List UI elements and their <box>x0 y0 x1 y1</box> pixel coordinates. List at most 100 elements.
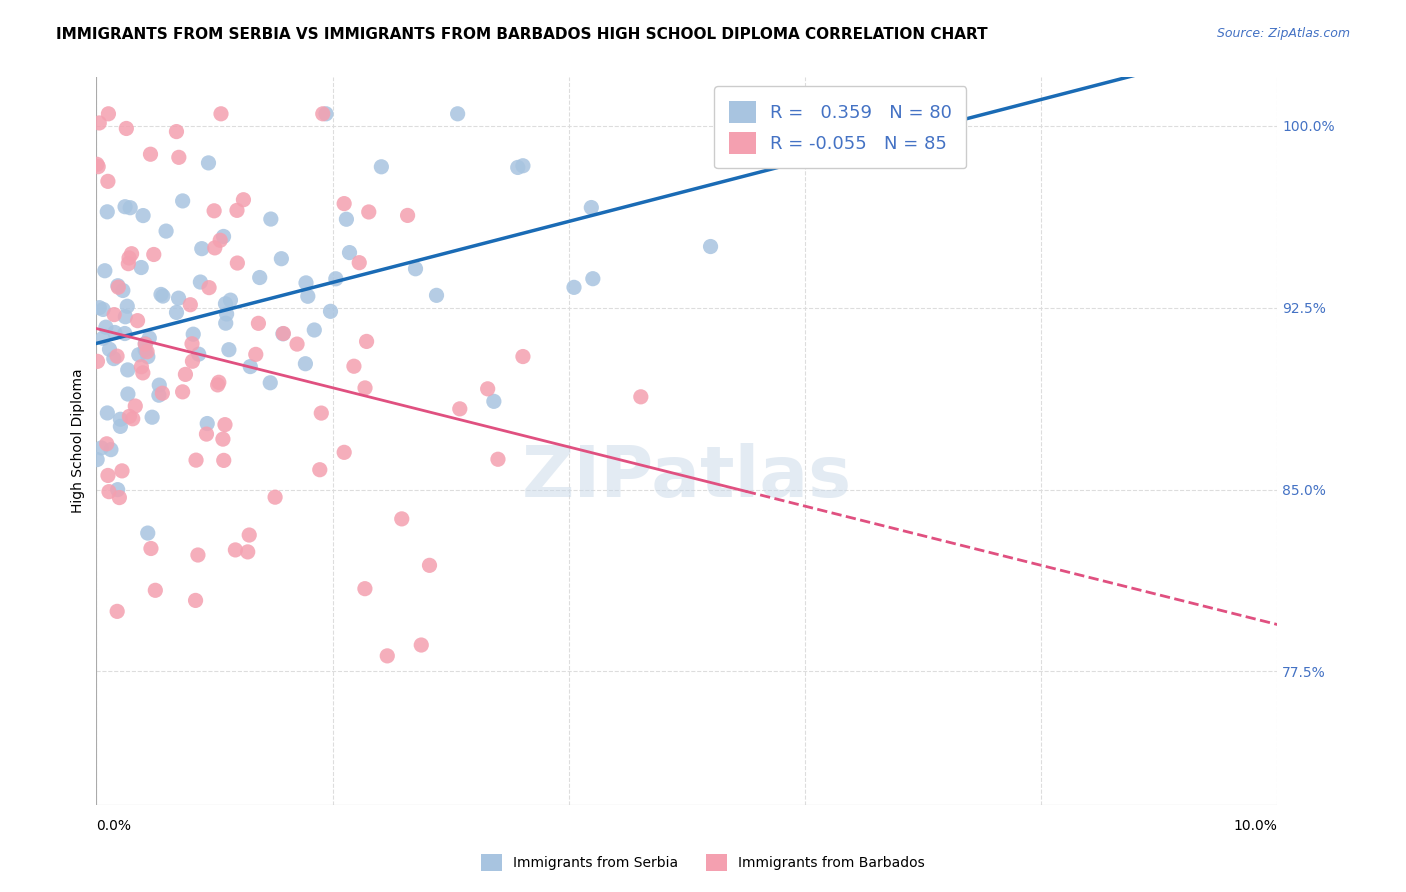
Point <box>107 280 129 294</box>
Point <box>191 242 214 256</box>
Point <box>90 441 112 455</box>
Point <box>129 260 152 275</box>
Point <box>238 528 260 542</box>
Point <box>87 160 110 174</box>
Point <box>236 545 259 559</box>
Point <box>181 354 204 368</box>
Point <box>136 344 159 359</box>
Point <box>94 264 117 278</box>
Point <box>581 201 603 215</box>
Point <box>582 271 605 285</box>
Point <box>117 387 139 401</box>
Text: Source: ZipAtlas.com: Source: ZipAtlas.com <box>1216 27 1350 40</box>
Point <box>179 298 201 312</box>
Point <box>110 412 132 426</box>
Point <box>128 348 150 362</box>
Point <box>134 336 156 351</box>
Text: 0.0%: 0.0% <box>97 819 131 833</box>
Point <box>141 410 163 425</box>
Point <box>187 548 209 562</box>
Point <box>249 270 271 285</box>
Point <box>247 316 270 330</box>
Point <box>562 280 585 294</box>
Point <box>311 406 333 420</box>
Point <box>111 284 134 298</box>
Point <box>512 159 534 173</box>
Point <box>273 326 295 341</box>
Point <box>259 376 281 390</box>
Point <box>148 388 170 402</box>
Point <box>357 205 380 219</box>
Point <box>215 307 238 321</box>
Point <box>418 558 440 573</box>
Text: ZIPatlas: ZIPatlas <box>522 443 852 512</box>
Point <box>354 381 377 395</box>
Point <box>212 453 235 467</box>
Point <box>167 150 190 164</box>
Point <box>132 209 155 223</box>
Point <box>477 382 499 396</box>
Legend: Immigrants from Serbia, Immigrants from Barbados: Immigrants from Serbia, Immigrants from … <box>475 848 931 876</box>
Point <box>294 357 316 371</box>
Point <box>215 316 238 330</box>
Point <box>111 464 134 478</box>
Text: IMMIGRANTS FROM SERBIA VS IMMIGRANTS FROM BARBADOS HIGH SCHOOL DIPLOMA CORRELATI: IMMIGRANTS FROM SERBIA VS IMMIGRANTS FRO… <box>56 27 988 42</box>
Point <box>181 327 204 342</box>
Point <box>89 116 111 130</box>
Point <box>127 313 149 327</box>
Point <box>339 245 361 260</box>
Point <box>245 347 267 361</box>
Point <box>97 468 120 483</box>
Point <box>86 157 108 171</box>
Point <box>132 366 155 380</box>
Point <box>308 463 330 477</box>
Point <box>86 452 108 467</box>
Point <box>343 359 366 374</box>
Point <box>105 604 128 618</box>
Point <box>699 239 721 253</box>
Point <box>103 308 125 322</box>
Point <box>214 297 236 311</box>
Point <box>512 350 534 364</box>
Point <box>312 107 335 121</box>
Point <box>139 541 162 556</box>
Point <box>131 359 153 374</box>
Point <box>226 256 249 270</box>
Point <box>114 200 136 214</box>
Point <box>172 384 194 399</box>
Point <box>148 378 170 392</box>
Point <box>98 484 121 499</box>
Point <box>96 204 118 219</box>
Point <box>181 336 204 351</box>
Point <box>104 326 127 340</box>
Point <box>212 432 235 446</box>
Point <box>198 280 221 294</box>
Point <box>260 212 283 227</box>
Point <box>232 193 254 207</box>
Point <box>96 437 118 451</box>
Point <box>91 331 114 345</box>
Point <box>347 255 370 269</box>
Point <box>110 419 132 434</box>
Point <box>405 261 427 276</box>
Point <box>315 107 337 121</box>
Point <box>630 390 652 404</box>
Point <box>195 427 218 442</box>
Point <box>134 343 156 357</box>
Point <box>172 194 194 208</box>
Point <box>218 343 240 357</box>
Point <box>150 386 173 401</box>
Point <box>91 302 114 317</box>
Point <box>105 349 128 363</box>
Point <box>396 209 419 223</box>
Point <box>114 310 136 324</box>
Point <box>204 241 226 255</box>
Point <box>89 301 111 315</box>
Point <box>219 293 242 307</box>
Point <box>115 121 138 136</box>
Point <box>209 107 232 121</box>
Point <box>118 251 141 265</box>
Point <box>297 289 319 303</box>
Point <box>195 417 218 431</box>
Point <box>425 288 447 302</box>
